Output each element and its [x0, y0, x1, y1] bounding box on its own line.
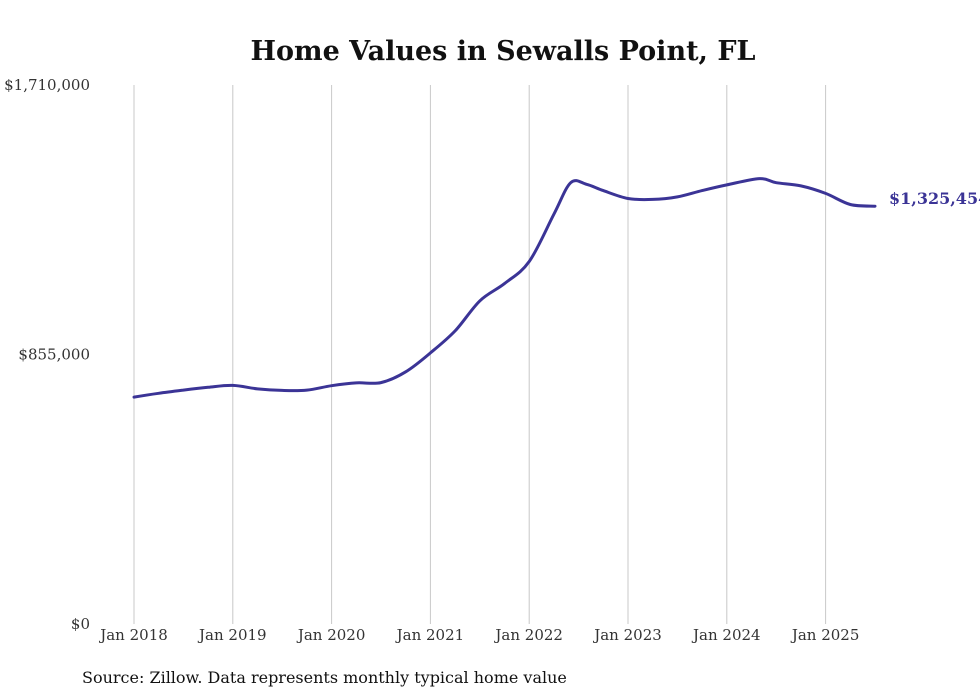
source-note: Source: Zillow. Data represents monthly … [82, 668, 567, 687]
end-value-label: $1,325,454 [889, 189, 980, 208]
x-tick-label: Jan 2021 [395, 626, 465, 644]
x-tick-label: Jan 2023 [592, 626, 662, 644]
x-tick-label: Jan 2019 [197, 626, 267, 644]
x-tick-label: Jan 2025 [790, 626, 860, 644]
gridlines [133, 85, 827, 624]
x-tick-label: Jan 2018 [98, 626, 168, 644]
y-axis-ticks: $0 $855,000 $1,710,000 [4, 76, 90, 633]
x-tick-label: Jan 2024 [691, 626, 761, 644]
chart-title: Home Values in Sewalls Point, FL [250, 36, 755, 67]
x-tick-label: Jan 2020 [296, 626, 366, 644]
x-axis-ticks: Jan 2018 Jan 2019 Jan 2020 Jan 2021 Jan 2022… [98, 626, 859, 644]
y-tick-label: $0 [71, 615, 90, 633]
y-tick-label: $1,710,000 [4, 76, 90, 94]
x-tick-label: Jan 2022 [493, 626, 563, 644]
y-tick-label: $855,000 [18, 346, 90, 364]
home-value-line [132, 177, 877, 399]
series-lines [132, 177, 877, 399]
